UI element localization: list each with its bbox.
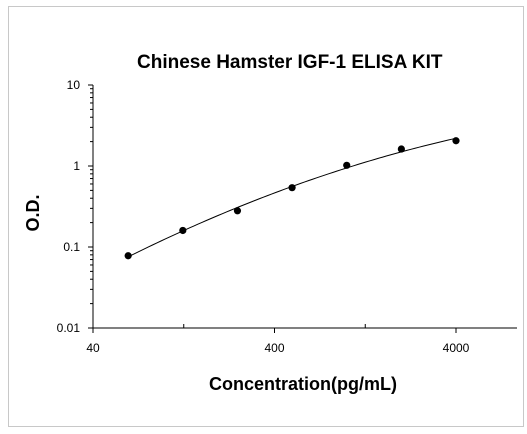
y-tick-label: 10 [67,78,81,92]
y-tick-label: 0.1 [63,240,80,254]
data-point [179,226,187,235]
data-point [124,252,132,260]
data-point [343,161,351,169]
data-point [397,145,405,153]
data-point [233,207,242,215]
x-axis: 40 400 4000 [86,324,517,355]
y-tick-label: 1 [73,159,80,173]
data-point [452,137,460,145]
x-axis-title: Concentration(pg/mL) [209,374,397,394]
x-tick-label: 40 [86,341,100,355]
x-tick-label: 400 [264,341,284,355]
data-points-layer [124,137,460,260]
y-axis: 0.01 0.1 1 10 [57,78,94,335]
fit-curve-layer [127,137,457,258]
chart: Chinese Hamster IGF-1 ELISA KIT 0.01 0.1 1… [23,52,517,394]
data-point [288,184,296,192]
y-axis-title: O.D. [23,194,43,231]
y-tick-label: 0.01 [57,321,81,335]
x-tick-label: 4000 [443,341,470,355]
fit-curve [127,137,457,258]
chart-title: Chinese Hamster IGF-1 ELISA KIT [137,52,443,73]
chart-frame: Chinese Hamster IGF-1 ELISA KIT 0.01 0.1 1… [8,6,524,427]
